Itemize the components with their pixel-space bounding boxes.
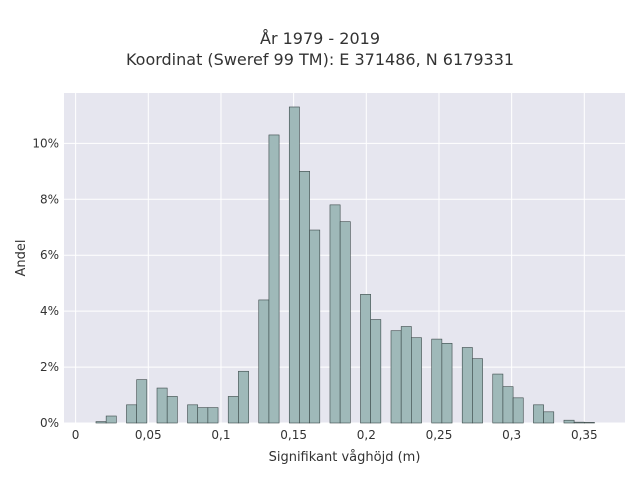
- histogram-bar: [390, 330, 402, 424]
- histogram-bar: [339, 221, 351, 424]
- chart-title-line-1: År 1979 - 2019: [260, 29, 380, 48]
- x-axis-label: Signifikant våghöjd (m): [269, 450, 421, 465]
- x-tick-label: 0,2: [357, 428, 376, 442]
- histogram-bar: [126, 404, 137, 424]
- histogram-bar: [533, 404, 544, 424]
- x-axis-ticks: 0 0,05 0,1 0,15 0,2 0,25 0,3 0,35: [72, 428, 598, 442]
- histogram-bar: [441, 342, 453, 424]
- histogram-bar: [329, 204, 341, 424]
- y-axis-ticks: 0% 2% 4% 6% 8% 10%: [32, 136, 59, 430]
- histogram-bar: [166, 396, 178, 424]
- y-tick-label: 10%: [32, 136, 59, 150]
- chart-title-line-2: Koordinat (Sweref 99 TM): E 371486, N 61…: [125, 50, 515, 69]
- y-axis-label: Andel: [14, 240, 29, 277]
- x-tick-label: 0,3: [502, 428, 521, 442]
- histogram-bar: [400, 326, 412, 424]
- x-tick-label: 0,15: [280, 428, 307, 442]
- histogram-bar: [502, 386, 514, 424]
- histogram-bar: [309, 229, 321, 424]
- histogram-bar: [299, 171, 310, 424]
- histogram-bar: [543, 411, 555, 424]
- histogram-bar: [411, 337, 422, 424]
- histogram-bar: [472, 358, 483, 424]
- histogram-bar: [136, 379, 148, 424]
- histogram-bar: [584, 422, 595, 424]
- y-tick-label: 6%: [40, 248, 59, 262]
- histogram-bar: [105, 415, 117, 424]
- histogram-bar: [573, 421, 585, 424]
- histogram-bar: [187, 404, 199, 424]
- histogram-bar: [461, 347, 473, 424]
- y-tick-label: 0%: [40, 416, 59, 430]
- histogram-bar: [288, 106, 300, 424]
- histogram-bar: [258, 299, 270, 424]
- histogram-bar: [563, 419, 575, 424]
- histogram-bar: [512, 397, 524, 424]
- histogram-bar: [95, 421, 107, 424]
- histogram-bar: [197, 407, 209, 424]
- x-tick-label: 0,25: [426, 428, 453, 442]
- x-tick-label: 0,05: [135, 428, 162, 442]
- histogram-bar: [227, 396, 239, 424]
- y-tick-label: 8%: [40, 192, 59, 206]
- histogram-bar: [370, 319, 382, 424]
- histogram-bar: [431, 338, 443, 424]
- histogram-bar: [268, 134, 280, 424]
- histogram-bar: [360, 294, 371, 424]
- x-tick-label: 0,35: [571, 428, 598, 442]
- y-tick-label: 4%: [40, 304, 59, 318]
- histogram-bar: [492, 373, 504, 424]
- y-tick-label: 2%: [40, 360, 59, 374]
- x-tick-label: 0: [72, 428, 80, 442]
- x-tick-label: 0,1: [211, 428, 230, 442]
- histogram-bar: [238, 370, 249, 424]
- histogram-bars: [95, 106, 595, 424]
- histogram-bar: [207, 407, 219, 424]
- histogram-bar: [156, 387, 168, 424]
